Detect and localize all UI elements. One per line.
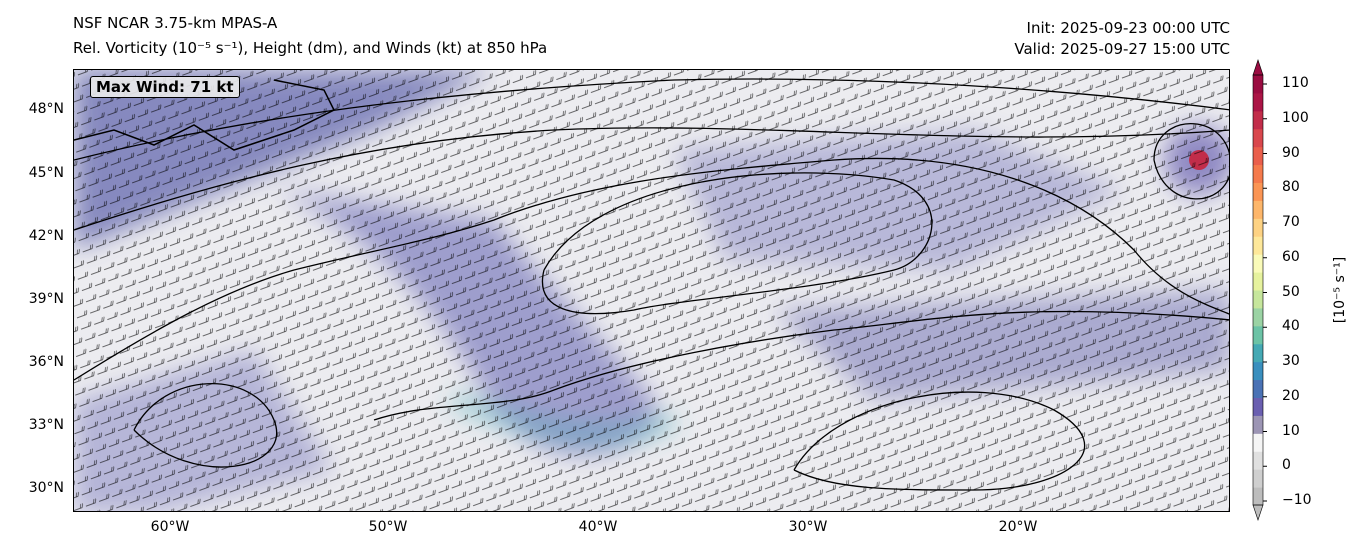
colorbar-segment <box>1253 325 1263 345</box>
colorbar-segment <box>1253 200 1263 219</box>
map-field <box>74 70 1229 511</box>
lon-label: 20°W <box>998 519 1038 535</box>
lon-label: 30°W <box>788 519 828 535</box>
colorbar <box>1252 59 1267 521</box>
colorbar-segment <box>1253 218 1263 237</box>
lon-label: 40°W <box>578 519 618 535</box>
colorbar-tick-label: 0 <box>1282 457 1291 474</box>
colorbar-segment <box>1253 487 1263 506</box>
colorbar-tick-label: 60 <box>1282 248 1300 265</box>
field-subtitle: Rel. Vorticity (10⁻⁵ s⁻¹), Height (dm), … <box>73 39 548 57</box>
lat-label: 39°N <box>28 291 64 307</box>
colorbar-segment <box>1253 415 1263 434</box>
lon-label: 60°W <box>150 519 190 535</box>
wind-barbs <box>74 70 1229 511</box>
lat-label: 30°N <box>28 480 64 496</box>
colorbar-segment <box>1253 307 1263 327</box>
colorbar-tick-label: −10 <box>1282 492 1312 508</box>
colorbar-segment <box>1253 272 1263 291</box>
lon-label: 50°W <box>368 519 408 535</box>
lat-label: 33°N <box>28 417 64 433</box>
colorbar-tick-label: 50 <box>1282 283 1300 300</box>
max-wind-label: Max Wind: 71 kt <box>90 76 240 98</box>
colorbar-segment <box>1253 75 1263 94</box>
lat-label: 45°N <box>28 165 64 181</box>
colorbar-segment <box>1253 433 1263 452</box>
lat-label: 42°N <box>28 228 64 244</box>
model-title: NSF NCAR 3.75-km MPAS-A <box>73 14 278 32</box>
height-contours <box>74 78 1229 491</box>
colorbar-tick-label: 30 <box>1282 353 1300 369</box>
colorbar-extend-min <box>1252 504 1264 521</box>
colorbar-label: [10⁻⁵ s⁻¹] <box>1332 256 1348 324</box>
vorticity-map: Max Wind: 71 kt <box>73 69 1230 512</box>
colorbar-segment <box>1253 290 1263 309</box>
colorbar-segment <box>1253 146 1263 166</box>
colorbar-tick-label: 70 <box>1282 214 1300 230</box>
lat-label: 48°N <box>28 101 64 117</box>
valid-time: Valid: 2025-09-27 15:00 UTC <box>1014 40 1230 58</box>
colorbar-segment <box>1253 236 1263 255</box>
lat-label: 36°N <box>28 354 64 370</box>
colorbar-tick-label: 90 <box>1282 144 1300 161</box>
colorbar-segment <box>1253 451 1263 470</box>
colorbar-segment <box>1253 110 1263 130</box>
colorbar-segment <box>1253 397 1263 416</box>
colorbar-segment <box>1253 469 1263 488</box>
colorbar-segment <box>1253 343 1263 363</box>
init-time: Init: 2025-09-23 00:00 UTC <box>1026 19 1230 37</box>
colorbar-tick-label: 80 <box>1282 179 1300 196</box>
colorbar-tick-label: 20 <box>1282 387 1300 404</box>
colorbar-tick-label: 100 <box>1282 109 1309 126</box>
colorbar-segment <box>1253 379 1263 398</box>
colorbar-segment <box>1253 182 1263 201</box>
colorbar-tick-label: 10 <box>1282 422 1300 439</box>
colorbar-tick-label: 40 <box>1282 318 1300 335</box>
colorbar-segment <box>1253 254 1263 273</box>
colorbar-extend-max <box>1252 59 1264 76</box>
coastline <box>74 79 336 151</box>
colorbar-segment <box>1253 164 1263 183</box>
colorbar-tick-label: 110 <box>1282 75 1309 91</box>
colorbar-segment <box>1253 92 1263 112</box>
colorbar-segment <box>1253 361 1263 381</box>
colorbar-segment <box>1253 128 1263 148</box>
